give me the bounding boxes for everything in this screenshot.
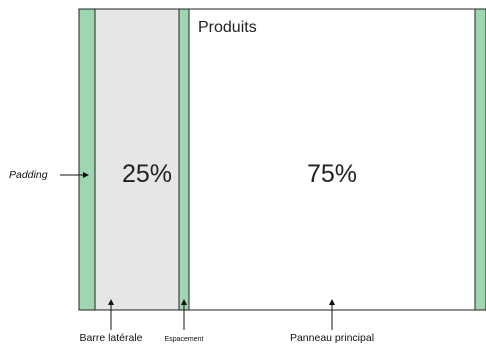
gutter-strip	[178, 8, 190, 311]
main-panel-area	[188, 8, 476, 311]
padding-arrow-head	[83, 172, 89, 178]
gutter-label: Espacement	[165, 336, 204, 343]
main-panel-arrow-head	[329, 299, 335, 305]
sidebar-label: Barre latérale	[79, 332, 142, 344]
right-padding-strip	[474, 8, 486, 311]
main-panel-title: Produits	[198, 19, 257, 36]
sidebar-arrow-head	[108, 299, 114, 305]
left-padding-strip	[78, 8, 96, 311]
padding-label: Padding	[9, 169, 48, 181]
main-panel-label: Panneau principal	[290, 332, 374, 344]
gutter-arrow-head	[181, 299, 187, 305]
sidebar-percent: 25%	[122, 160, 172, 188]
main-percent: 75%	[307, 160, 357, 188]
sidebar-area	[94, 8, 180, 311]
